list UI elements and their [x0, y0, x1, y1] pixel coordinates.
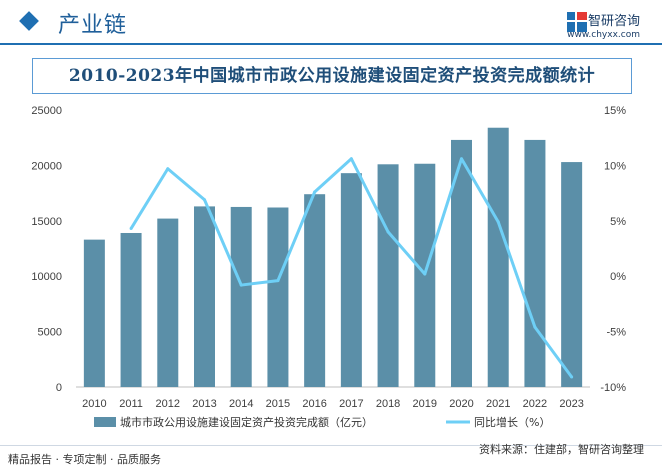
chart-title-box: 2010-2023年中国城市市政公用设施建设固定资产投资完成额统计	[32, 58, 632, 94]
bar	[230, 206, 252, 387]
y-right-tick-label: 5%	[610, 216, 626, 228]
y-right-tick-label: 10%	[604, 160, 626, 172]
growth-point	[129, 227, 133, 231]
bar	[377, 164, 399, 387]
growth-point	[423, 272, 427, 276]
x-tick-label: 2019	[413, 398, 437, 410]
bar	[304, 194, 326, 387]
y-left-tick-label: 10000	[31, 271, 62, 283]
x-tick-label: 2015	[266, 398, 290, 410]
growth-point	[533, 325, 537, 329]
footer-slogan: 精品报告 · 专项定制 · 品质服务	[8, 453, 161, 466]
legend-line-label: 同比增长（%）	[474, 415, 550, 429]
growth-point	[460, 157, 463, 161]
legend-bar-label: 城市市政公用设施建设固定资产投资完成额（亿元）	[120, 415, 373, 429]
brand-url: www.chyxx.com	[567, 30, 640, 40]
growth-point	[166, 167, 170, 171]
y-right-tick-label: 0%	[610, 271, 626, 283]
y-right-tick-label: 15%	[604, 105, 626, 117]
x-tick-label: 2020	[449, 398, 473, 410]
bar	[120, 232, 142, 387]
growth-point	[386, 230, 390, 234]
y-left-tick-label: 15000	[31, 216, 62, 228]
brand-logo-icon	[567, 12, 587, 32]
chart-title: 2010-2023年中国城市市政公用设施建设固定资产投资完成额统计	[68, 66, 596, 86]
bar	[451, 139, 472, 387]
y-left-tick-label: 25000	[31, 105, 62, 117]
y-left-tick-label: 5000	[38, 327, 62, 339]
x-tick-label: 2010	[82, 398, 106, 410]
x-tick-label: 2022	[523, 398, 547, 410]
bar	[340, 173, 362, 387]
header-divider	[0, 43, 662, 45]
y-left-tick-label: 20000	[31, 160, 62, 172]
section-title: 产业链	[58, 13, 128, 38]
growth-point	[203, 198, 206, 202]
x-tick-label: 2023	[559, 398, 583, 410]
growth-point	[496, 220, 500, 224]
x-tick-label: 2014	[229, 398, 253, 410]
growth-point	[570, 375, 574, 379]
growth-point	[349, 157, 353, 161]
x-tick-label: 2012	[156, 398, 180, 410]
growth-point	[313, 190, 317, 194]
bar	[487, 127, 509, 387]
brand-name: 智研咨询	[587, 14, 640, 29]
x-tick-label: 2018	[376, 398, 400, 410]
x-tick-label: 2017	[339, 398, 363, 410]
bar	[194, 206, 215, 387]
footer-source: 资料来源：住建部，智研咨询整理	[479, 443, 644, 456]
bar	[267, 207, 289, 387]
y-left-tick-label: 0	[56, 382, 62, 394]
bar	[561, 162, 583, 387]
page-header: 产业链 智研咨询 www.chyxx.com	[0, 0, 662, 45]
y-right-tick-label: -5%	[606, 327, 626, 339]
growth-point	[276, 279, 280, 283]
bar	[157, 218, 179, 387]
bar	[524, 139, 546, 387]
x-tick-label: 2011	[119, 398, 143, 410]
legend-bar-swatch	[94, 417, 116, 427]
footer-divider	[0, 445, 662, 446]
growth-point	[239, 283, 243, 287]
x-tick-label: 2021	[486, 398, 510, 410]
x-tick-label: 2016	[302, 398, 326, 410]
x-tick-label: 2013	[192, 398, 216, 410]
bar	[83, 239, 105, 387]
y-right-tick-label: -10%	[600, 382, 626, 394]
